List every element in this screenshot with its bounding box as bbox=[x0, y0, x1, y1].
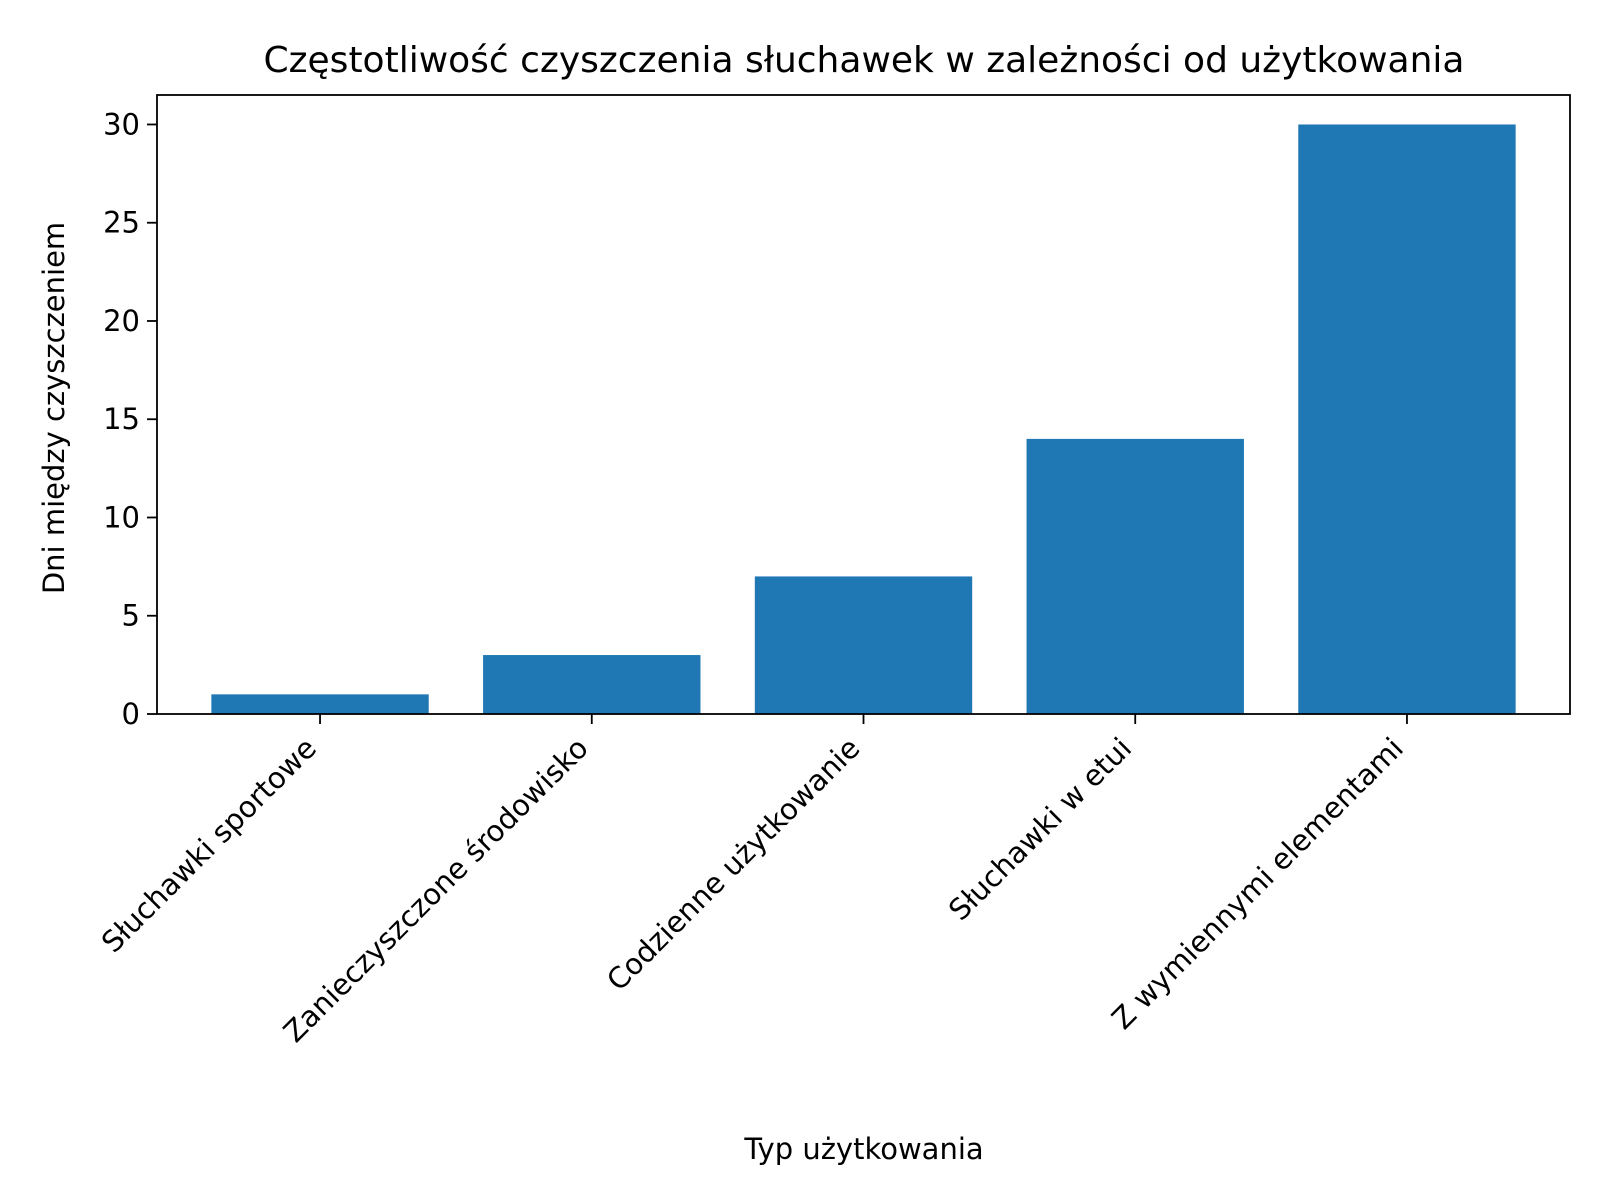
bar bbox=[483, 655, 701, 714]
x-axis-label: Typ użytkowania bbox=[743, 1132, 983, 1166]
bar bbox=[211, 694, 429, 714]
y-tick-label: 15 bbox=[103, 402, 140, 436]
y-tick-label: 20 bbox=[103, 304, 140, 338]
x-tick-label: Codzienne użytkowanie bbox=[600, 731, 866, 997]
y-tick-label: 5 bbox=[122, 599, 140, 633]
x-tick-label: Słuchawki sportowe bbox=[95, 731, 323, 959]
x-tick-label: Zanieczyszczone środowisko bbox=[277, 731, 595, 1049]
bar bbox=[1298, 124, 1516, 715]
chart-title: Częstotliwość czyszczenia słuchawek w za… bbox=[264, 40, 1465, 81]
y-axis: 0 5 10 15 20 25 30 bbox=[103, 107, 157, 731]
y-axis-label: Dni między czyszczeniem bbox=[37, 222, 71, 594]
x-tick-label: Z wymiennymi elementami bbox=[1105, 731, 1410, 1036]
y-tick-label: 0 bbox=[122, 697, 140, 731]
y-tick-label: 25 bbox=[103, 206, 140, 240]
x-tick-label: Słuchawki w etui bbox=[942, 731, 1138, 927]
bars-group bbox=[211, 124, 1516, 715]
y-tick-label: 10 bbox=[103, 500, 140, 534]
plot-frame bbox=[156, 94, 1571, 715]
bar bbox=[754, 576, 973, 714]
bar bbox=[1026, 438, 1244, 714]
y-tick-label: 30 bbox=[103, 107, 140, 141]
